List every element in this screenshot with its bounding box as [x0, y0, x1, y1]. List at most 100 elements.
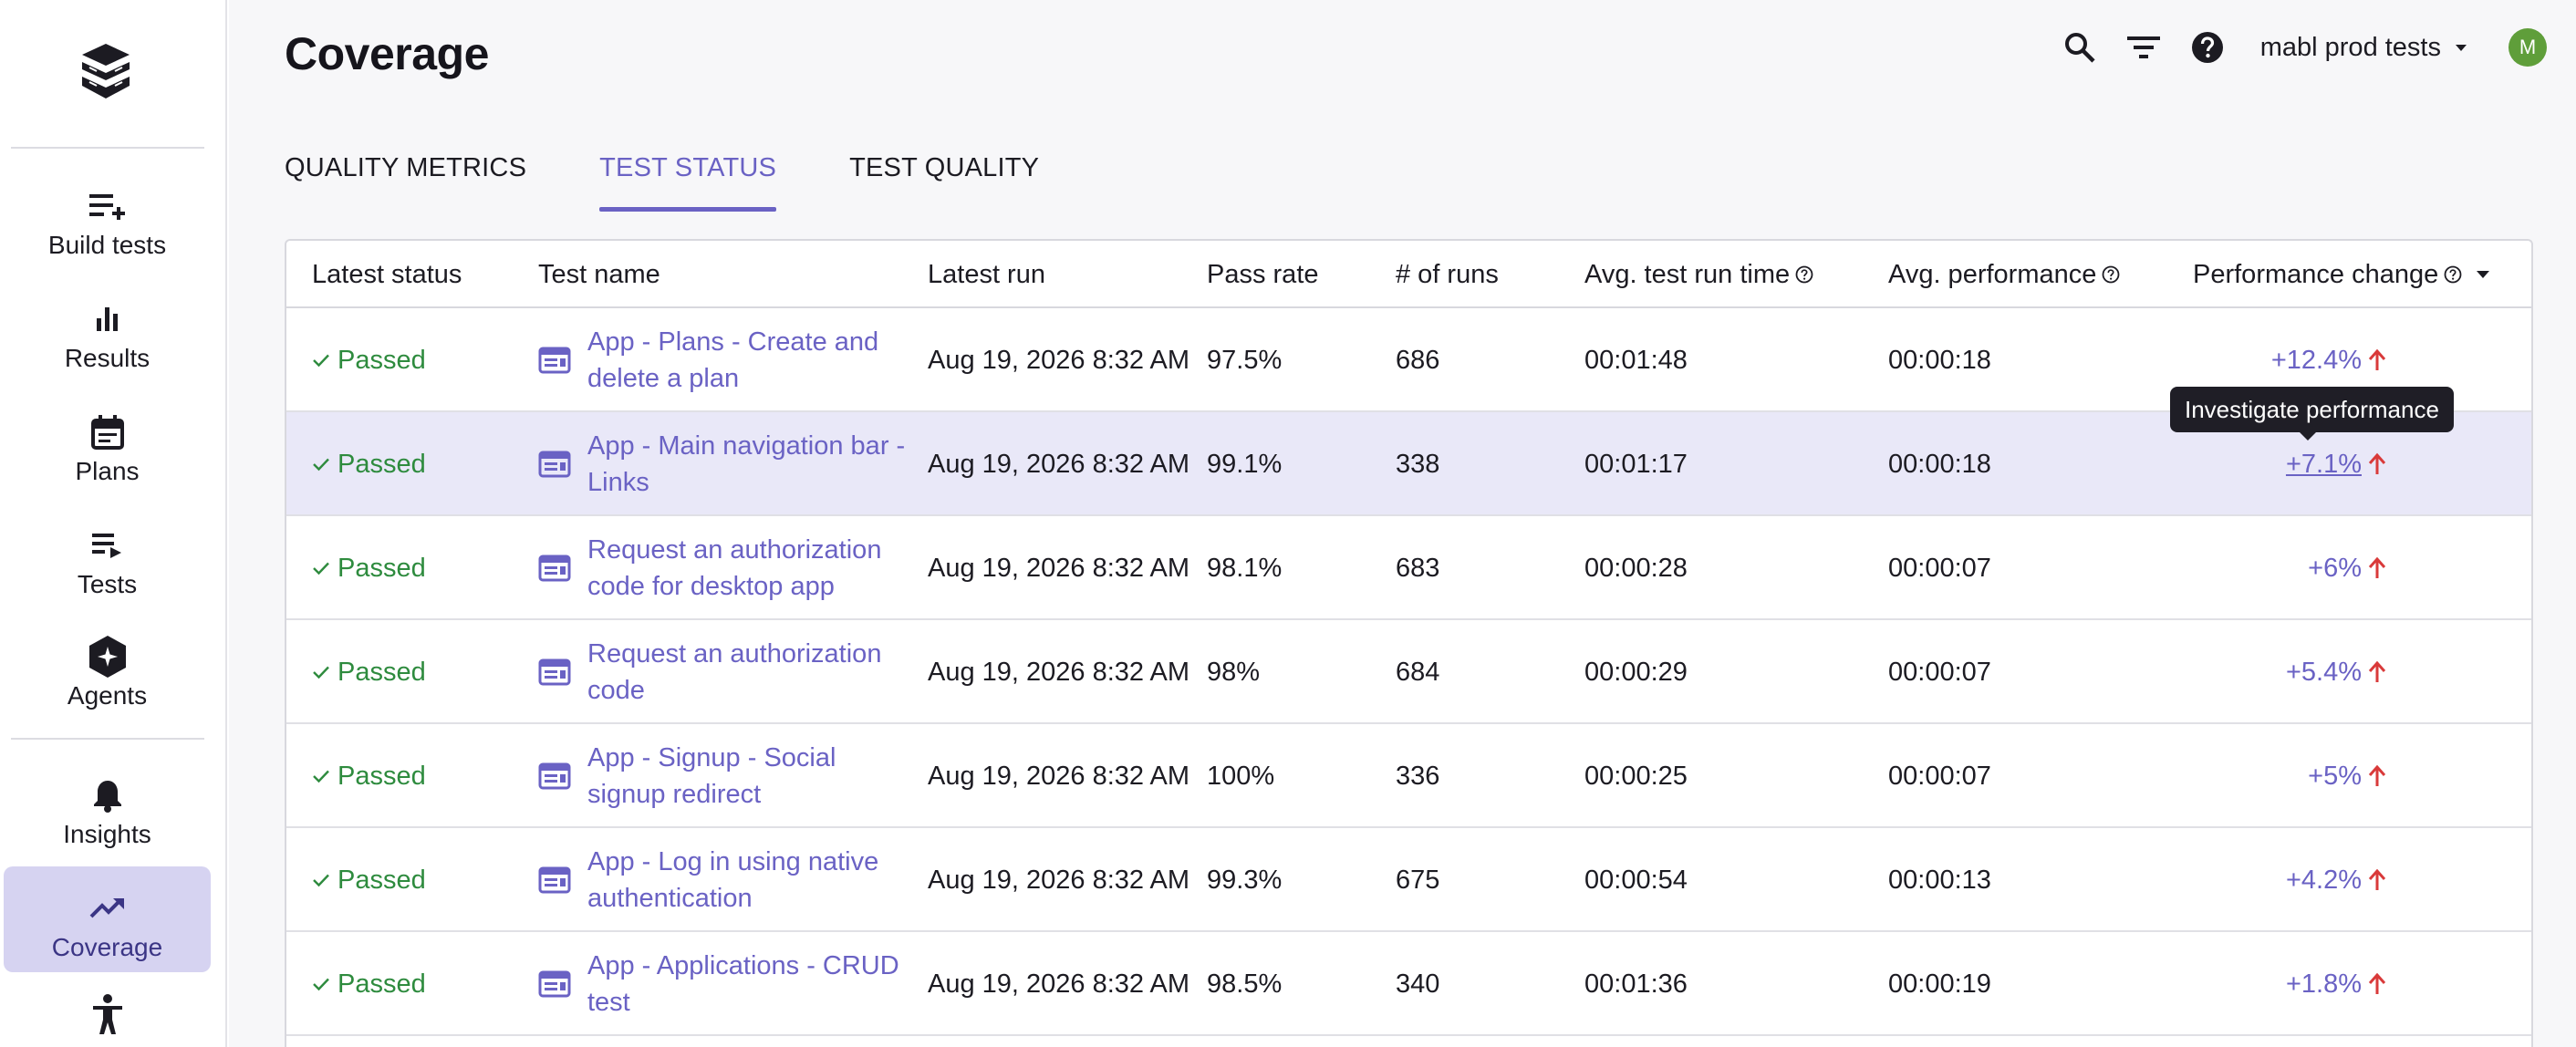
- avatar[interactable]: M: [2508, 28, 2547, 67]
- check-icon: [313, 770, 329, 783]
- sidebar-item-agents[interactable]: Agents: [4, 615, 211, 720]
- bell-icon: [88, 777, 128, 814]
- test-name-link[interactable]: App - Signup - Social signup redirect: [587, 743, 836, 809]
- tab-test-quality[interactable]: TEST QUALITY: [849, 153, 1040, 182]
- main-content: Coverage mabl prod tests M QUALITY METRI…: [229, 0, 2576, 1047]
- trending-up-icon: [88, 890, 128, 927]
- column-header-latest-status[interactable]: Latest status: [312, 241, 462, 308]
- browser-window-icon: [538, 658, 571, 686]
- column-header-runs[interactable]: # of runs: [1396, 241, 1499, 308]
- column-header-avg-test-run-time[interactable]: Avg. test run time: [1584, 241, 1813, 308]
- sidebar-item-insights[interactable]: Insights: [4, 753, 211, 859]
- pass-rate-cell: 98.1%: [1207, 553, 1283, 583]
- filter-icon[interactable]: [2124, 27, 2164, 67]
- tab-bar: QUALITY METRICS TEST STATUS TEST QUALITY: [285, 146, 1112, 212]
- table-row[interactable]: Passed Request an authorization code Aug 1…: [286, 620, 2531, 724]
- sidebar: Build tests Results Plans Tests Agents I…: [0, 0, 227, 1047]
- runs-cell: 340: [1396, 969, 1440, 999]
- column-header-pass-rate[interactable]: Pass rate: [1207, 241, 1319, 308]
- arrow-up-icon: [2368, 452, 2386, 474]
- arrow-up-icon: [2368, 972, 2386, 994]
- test-name-link[interactable]: App - Applications - CRUD test: [587, 951, 899, 1017]
- column-header-latest-run[interactable]: Latest run: [928, 241, 1045, 308]
- runs-cell: 336: [1396, 761, 1440, 791]
- performance-change-link[interactable]: +5.4%: [2285, 657, 2362, 687]
- performance-change-cell: +6%: [2308, 516, 2387, 620]
- test-name-cell: Request an authorization code: [538, 620, 907, 724]
- sidebar-item-label: Tests: [77, 570, 138, 598]
- column-header-avg-performance[interactable]: Avg. performance: [1888, 241, 2120, 308]
- sidebar-item-plans[interactable]: Plans: [4, 390, 211, 496]
- column-label: Test name: [538, 259, 660, 289]
- table-row[interactable]: Passed App - Plans - Create and delete a …: [286, 308, 2531, 412]
- test-name-link[interactable]: App - Log in using native authentication: [587, 847, 879, 913]
- test-name-cell: Request an authorization code for deskto…: [538, 516, 907, 620]
- status-badge: Passed: [312, 620, 426, 724]
- arrow-up-icon: [2368, 556, 2386, 578]
- mabl-logo[interactable]: [77, 40, 135, 104]
- browser-window-icon: [538, 762, 571, 790]
- table-row[interactable]: Passed App - Applications - CRUD test Aug …: [286, 932, 2531, 1036]
- tab-quality-metrics[interactable]: QUALITY METRICS: [285, 153, 527, 182]
- sort-desc-icon[interactable]: [2477, 271, 2490, 278]
- avg-performance-cell: 00:00:07: [1888, 657, 1991, 687]
- tab-test-status[interactable]: TEST STATUS: [599, 146, 777, 212]
- avg-performance-cell: 00:00:18: [1888, 345, 1991, 375]
- test-name-link[interactable]: App - Plans - Create and delete a plan: [587, 327, 879, 393]
- test-status-table: Latest status Test name Latest run Pass …: [285, 239, 2533, 1047]
- test-name-link[interactable]: Request an authorization code for deskto…: [587, 535, 882, 601]
- check-icon: [313, 562, 329, 575]
- test-name-cell: App - Main navigation bar - Links: [538, 412, 907, 516]
- sparkle-hexagon-icon: [88, 636, 128, 678]
- table-row[interactable]: Passed Request an authorization code for …: [286, 516, 2531, 620]
- performance-change-link[interactable]: +6%: [2308, 553, 2362, 583]
- performance-change-cell: +4.2%: [2286, 828, 2387, 932]
- status-badge: Passed: [312, 412, 426, 516]
- performance-change-link[interactable]: +1.8%: [2285, 969, 2362, 999]
- test-name-link[interactable]: Request an authorization code: [587, 639, 882, 705]
- search-icon[interactable]: [2060, 27, 2100, 67]
- status-text: Passed: [338, 761, 426, 791]
- column-header-test-name[interactable]: Test name: [538, 241, 660, 308]
- help-circle-icon[interactable]: [2444, 265, 2462, 284]
- avg-performance-cell: 00:00:07: [1888, 553, 1991, 583]
- latest-run-cell: Aug 19, 2026 8:32 AM: [928, 553, 1189, 583]
- sidebar-item-accessibility[interactable]: [4, 972, 211, 1047]
- browser-window-icon: [538, 866, 571, 894]
- avg-performance-cell: 00:00:13: [1888, 865, 1991, 895]
- help-icon[interactable]: [2187, 27, 2228, 67]
- table-row[interactable]: Passed App - Main navigation bar - Links A…: [286, 412, 2531, 516]
- status-badge: Passed: [312, 308, 426, 412]
- performance-change-link[interactable]: +4.2%: [2285, 865, 2362, 895]
- sidebar-item-label: Coverage: [51, 933, 163, 961]
- workspace-name: mabl prod tests: [2259, 32, 2441, 62]
- column-label: Performance change: [2193, 259, 2439, 289]
- performance-change-cell: +5%: [2308, 724, 2387, 828]
- help-circle-icon[interactable]: [2102, 265, 2120, 284]
- table-row[interactable]: Passed App - Signup - Social signup redir…: [286, 724, 2531, 828]
- avg-test-run-time-cell: 00:00:28: [1584, 553, 1688, 583]
- performance-change-link[interactable]: +12.4%: [2270, 345, 2362, 375]
- sidebar-divider: [11, 738, 204, 740]
- sidebar-item-tests[interactable]: Tests: [4, 503, 211, 609]
- column-header-performance-change[interactable]: Performance change: [2193, 241, 2490, 308]
- runs-cell: 684: [1396, 657, 1440, 687]
- performance-change-link[interactable]: +7.1%: [2285, 449, 2362, 479]
- status-text: Passed: [338, 865, 426, 895]
- sidebar-item-build-tests[interactable]: Build tests: [4, 164, 211, 270]
- latest-run-cell: Aug 19, 2026 8:32 AM: [928, 657, 1189, 687]
- table-row[interactable]: Passed App - Log in using native authenti…: [286, 828, 2531, 932]
- help-circle-icon[interactable]: [1795, 265, 1813, 284]
- test-name-link[interactable]: App - Main navigation bar - Links: [587, 431, 906, 497]
- sidebar-item-results[interactable]: Results: [4, 277, 211, 383]
- browser-window-icon: [538, 347, 571, 374]
- avg-test-run-time-cell: 00:01:17: [1584, 449, 1688, 479]
- status-text: Passed: [338, 345, 426, 375]
- column-label: Pass rate: [1207, 259, 1319, 289]
- avg-test-run-time-cell: 00:00:29: [1584, 657, 1688, 687]
- playlist-add-icon: [88, 188, 128, 224]
- sidebar-item-coverage[interactable]: Coverage: [4, 866, 211, 972]
- performance-change-link[interactable]: +5%: [2308, 761, 2362, 791]
- runs-cell: 686: [1396, 345, 1440, 375]
- workspace-selector[interactable]: mabl prod tests: [2260, 33, 2467, 63]
